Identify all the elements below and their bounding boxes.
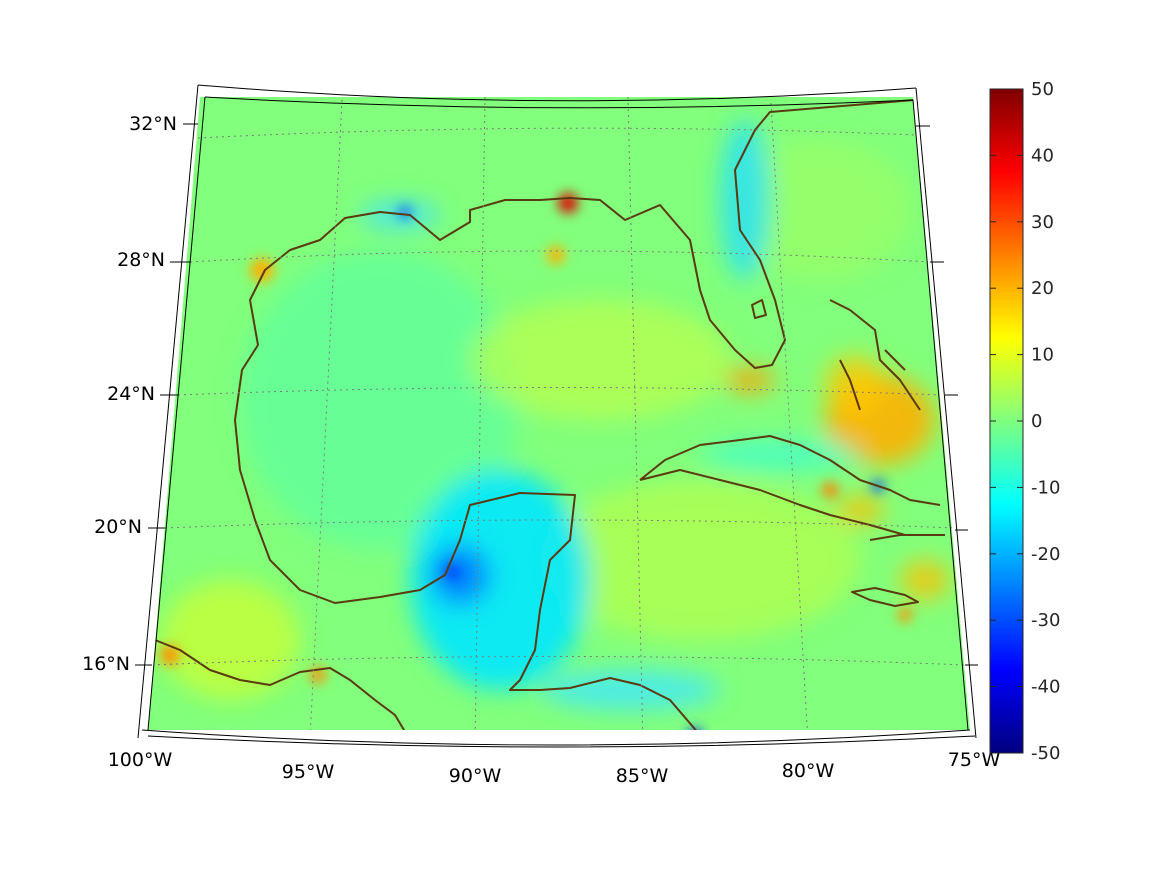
- gridline-lat: [177, 387, 941, 396]
- coastline-jamaica: [851, 587, 919, 607]
- colorbar: 50 40 30 20 10 0 -10 -20 -30 -40 -50: [989, 79, 1060, 764]
- frame-right-inner: [912, 99, 969, 731]
- lat-label: 32°N: [129, 113, 177, 135]
- colorbar-tick-label: 10: [1031, 345, 1054, 366]
- colorbar-tick-label: 30: [1031, 212, 1054, 233]
- frame-bottom-inner: [147, 735, 976, 748]
- field-patch: [700, 440, 860, 470]
- lon-label: 75°W: [948, 749, 1001, 771]
- coastline-cuba: [639, 435, 941, 536]
- colorbar-tick-label: 0: [1031, 411, 1042, 432]
- field-patch: [720, 120, 770, 280]
- lon-label: 85°W: [616, 765, 669, 787]
- colorbar-tick-label: 20: [1031, 278, 1054, 299]
- lon-label: 100°W: [108, 749, 173, 771]
- frame-left: [137, 84, 199, 739]
- field-patch: [825, 355, 885, 415]
- field-patch: [540, 480, 860, 640]
- field-hotspot: [547, 246, 565, 264]
- field-patch: [540, 670, 720, 710]
- field-patch: [160, 580, 300, 700]
- lat-label: 16°N: [82, 653, 130, 675]
- field-patch: [430, 545, 490, 605]
- field-hotspot: [822, 482, 838, 498]
- colorbar-tick-label: -40: [1031, 677, 1060, 698]
- colorbar-tick-label: -30: [1031, 610, 1060, 631]
- lon-label: 95°W: [282, 761, 335, 783]
- frame-left-inner: [147, 96, 206, 731]
- lon-label: 90°W: [449, 765, 502, 787]
- frame-bottom: [141, 729, 971, 746]
- frame-right: [915, 87, 977, 739]
- lat-label: 24°N: [107, 383, 155, 405]
- map-frame: [137, 84, 977, 748]
- field-patch: [470, 300, 730, 420]
- field-hotspot: [898, 608, 912, 622]
- field-patch: [900, 560, 950, 600]
- field-patch: [835, 495, 885, 525]
- colorbar-tick-label: -50: [1031, 743, 1060, 764]
- field-patch: [240, 250, 520, 550]
- colorbar-tick-label: -20: [1031, 544, 1060, 565]
- colorbar-tick-label: -10: [1031, 477, 1060, 498]
- coastline-lake-okeechobee: [751, 299, 767, 319]
- field-patch: [410, 470, 590, 690]
- tick-marks: [135, 123, 978, 666]
- colorbar-tick-label: 40: [1031, 145, 1054, 166]
- field-patch: [725, 368, 775, 392]
- gridline-lon: [627, 97, 644, 730]
- lat-label: 20°N: [94, 516, 142, 538]
- field-hotspot: [160, 645, 180, 665]
- frame-top-inner: [204, 96, 914, 109]
- field-coldspot: [688, 728, 702, 730]
- coastline-gulf-north: [234, 99, 915, 730]
- colorbar-ticks: 50 40 30 20 10 0 -10 -20 -30 -40 -50: [990, 79, 1060, 764]
- gridline-lat: [189, 250, 931, 263]
- longitude-labels: 100°W 95°W 90°W 85°W 80°W 75°W: [108, 749, 1001, 787]
- field-hotspot: [250, 258, 274, 282]
- gridline-lon: [474, 97, 486, 730]
- field-coldspot: [399, 206, 411, 218]
- coastline-hispaniola: [869, 534, 945, 541]
- lon-label: 80°W: [782, 760, 835, 782]
- colorbar-tick-label: 50: [1031, 79, 1054, 100]
- gridlines: [151, 97, 966, 730]
- field-hotspot: [558, 193, 578, 213]
- map-field: [148, 97, 970, 730]
- lat-label: 28°N: [117, 249, 165, 271]
- frame-top: [197, 84, 917, 102]
- coastline-bahamas: [829, 299, 921, 411]
- latitude-labels: 32°N 28°N 24°N 20°N 16°N: [82, 113, 177, 675]
